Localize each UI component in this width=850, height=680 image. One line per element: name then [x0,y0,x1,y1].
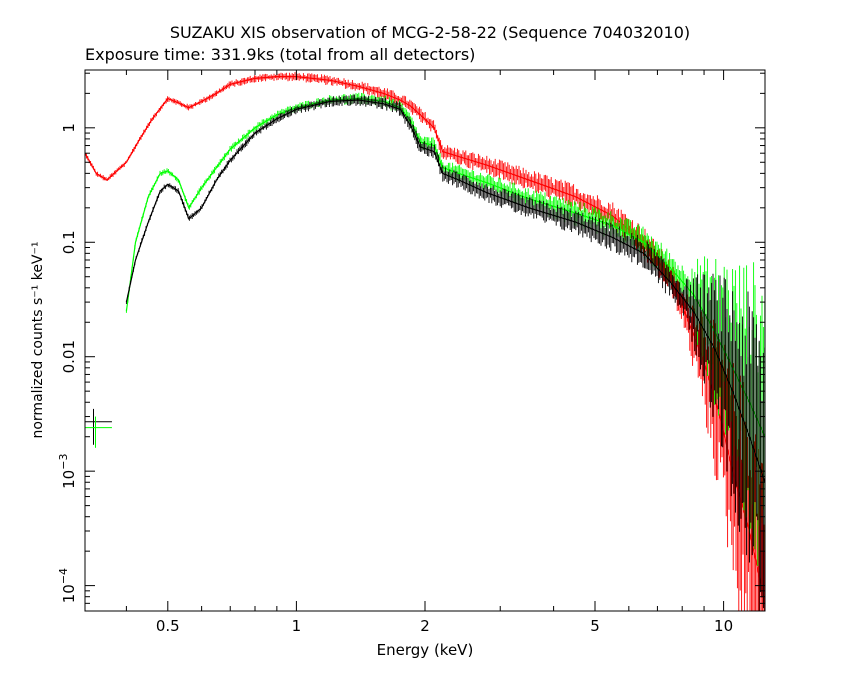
x-tick-label: 5 [590,617,600,635]
chart-subtitle: Exposure time: 331.9ks (total from all d… [85,45,475,64]
series-line [84,75,766,604]
x-tick-label: 10 [714,617,733,635]
y-tick-label: 0.01 [60,340,78,373]
y-tick-label: 10−4 [57,568,78,603]
series-errorbars [125,94,766,611]
x-tick-label: 2 [420,617,430,635]
series-1 [125,92,766,566]
y-tick-label: 0.1 [60,230,78,254]
series-layer [84,72,766,611]
plot-frame [84,69,766,612]
series-2 [125,94,766,611]
y-axis-label: normalized counts s⁻¹ keV⁻¹ [30,241,46,438]
x-axis-label: Energy (keV) [377,641,474,659]
bad-point-1 [85,416,112,448]
y-tick-label: 10−3 [57,454,78,489]
bad-point-0 [85,408,112,445]
ticks-layer: 0.5 1 2 5 10 1 0.1 0.01 10−3 10−4 [57,70,765,635]
series-errorbars [125,92,766,566]
chart-title: SUZAKU XIS observation of MCG-2-58-22 (S… [170,23,690,42]
x-tick-label: 1 [292,617,302,635]
y-tick-label: 1 [60,123,78,133]
x-tick-label: 0.5 [156,617,180,635]
